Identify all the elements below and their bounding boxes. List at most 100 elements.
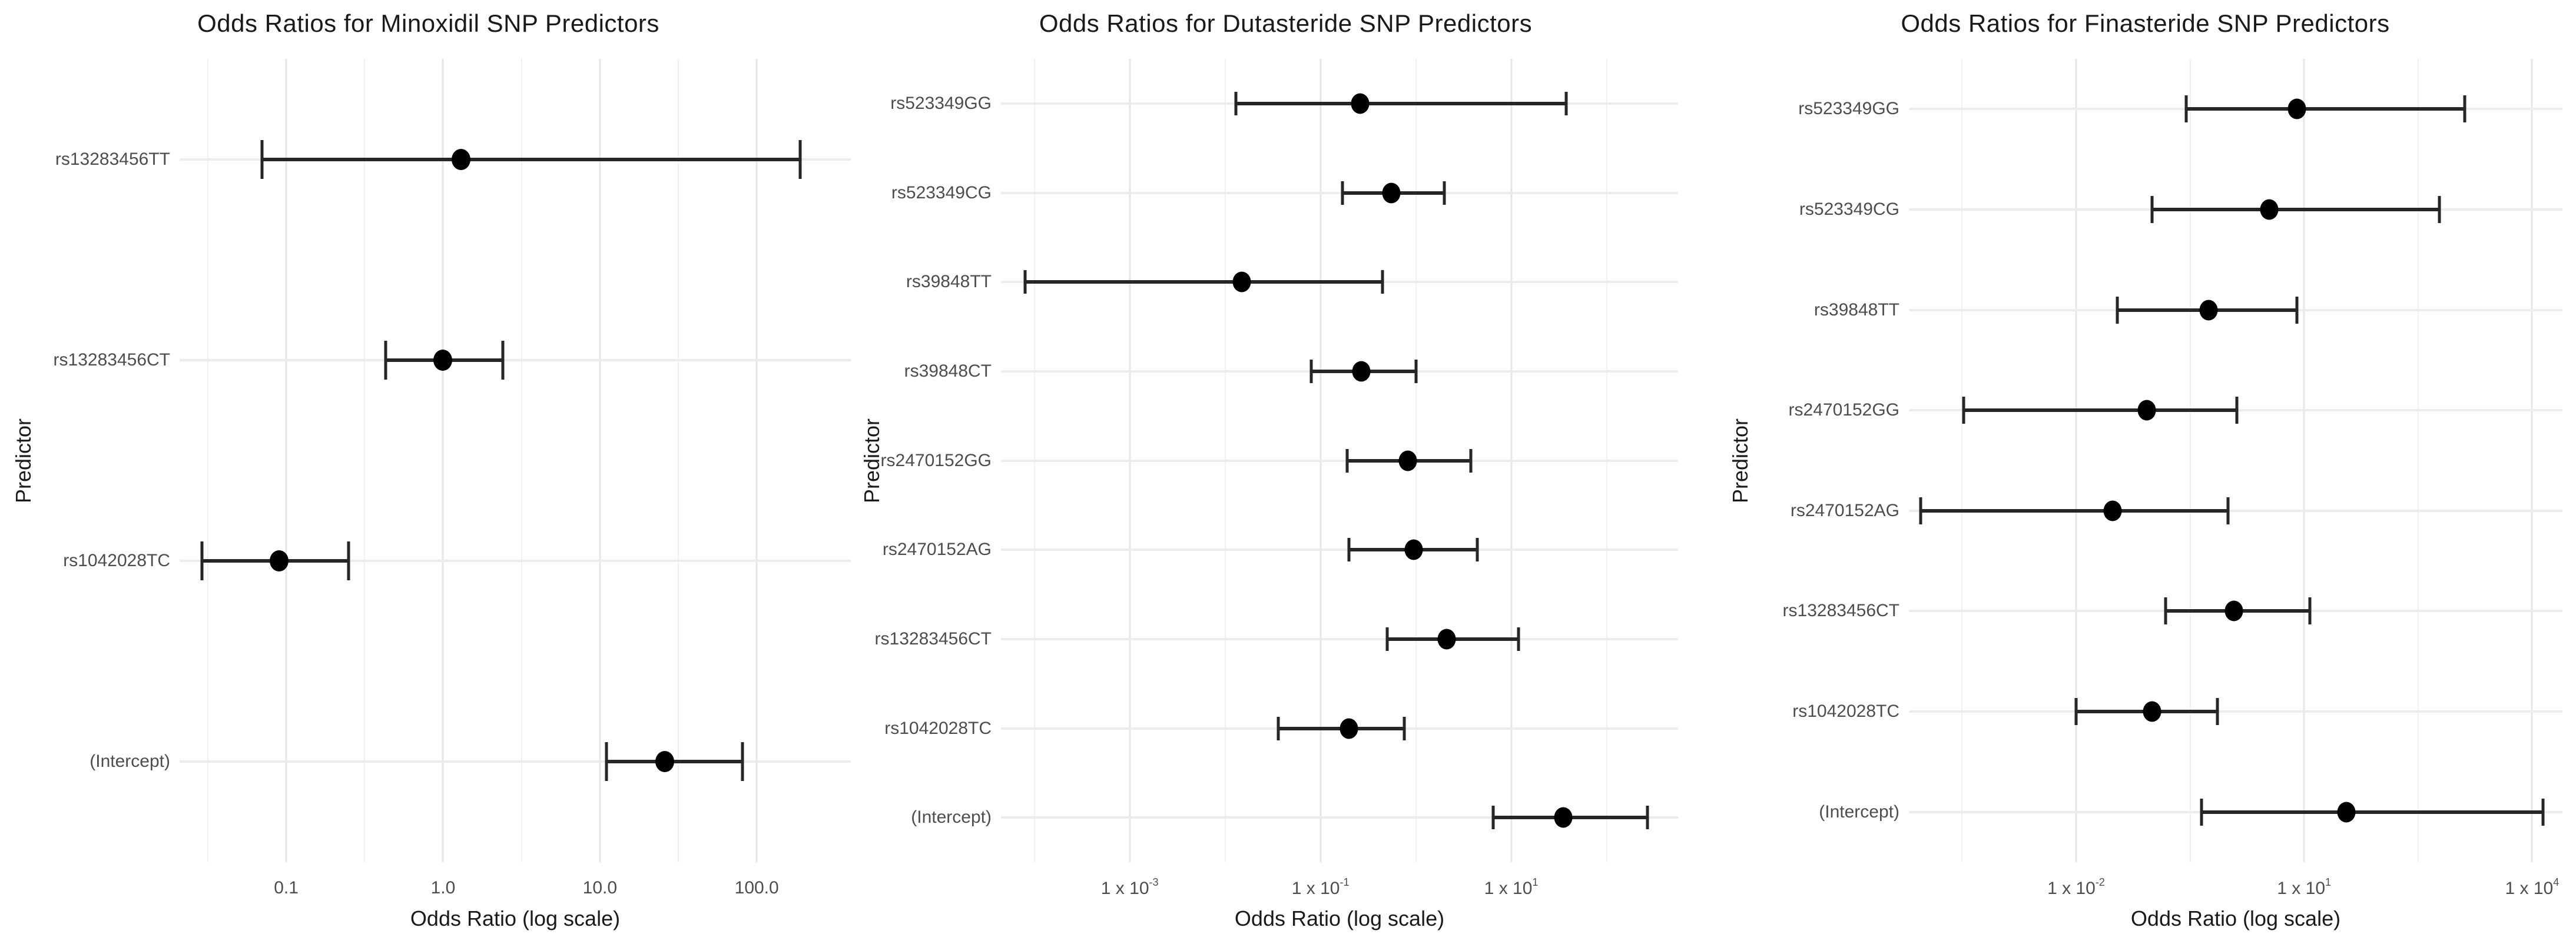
row-label: rs2470152AG [882, 540, 992, 560]
x-tick-exponent: -3 [1149, 876, 1159, 889]
row-label: (Intercept) [911, 807, 992, 827]
plot-title: Odds Ratios for Dutasteride SNP Predicto… [1039, 9, 1533, 37]
ci-cap-low [200, 541, 204, 581]
gridline-vertical-minor [2189, 59, 2191, 862]
ci-cap-high [2438, 195, 2441, 223]
ci-cap-high [347, 541, 350, 581]
row-label: rs13283456CT [874, 629, 992, 649]
x-tick-exponent: 1 [1532, 876, 1539, 889]
ci-cap-low [2200, 798, 2203, 826]
row-reference-line [1001, 816, 1678, 819]
row-label: rs523349CG [1799, 199, 1899, 219]
point-estimate [2337, 802, 2356, 823]
panel-minoxidil: Odds Ratios for Minoxidil SNP Predictors… [0, 0, 857, 944]
plot-area [180, 59, 851, 862]
ci-cap-high [2541, 798, 2545, 826]
ci-cap-low [1345, 448, 1349, 473]
error-bar [2152, 207, 2439, 211]
gridline-vertical-minor [2417, 59, 2419, 862]
point-estimate [1437, 629, 1456, 650]
x-tick-mantissa: 1 x 10 [2277, 879, 2326, 898]
ci-cap-low [1277, 716, 1280, 740]
point-estimate [2103, 500, 2122, 521]
row-label: rs39848CT [904, 361, 992, 381]
point-estimate [1398, 450, 1417, 471]
row-label: rs2470152GG [880, 450, 992, 470]
ci-cap-high [2226, 497, 2230, 524]
error-bar [2202, 810, 2544, 814]
ci-cap-high [2216, 698, 2219, 726]
ci-cap-low [260, 139, 264, 179]
ci-cap-low [1919, 497, 1922, 524]
point-estimate [2224, 600, 2243, 621]
gridline-vertical-minor [1961, 59, 1963, 862]
error-bar [1920, 508, 2229, 513]
row-label: rs13283456CT [53, 350, 170, 370]
ci-cap-high [2308, 597, 2312, 625]
x-axis-title: Odds Ratio (log scale) [410, 906, 621, 930]
ci-cap-low [1385, 627, 1389, 651]
ci-cap-high [2463, 95, 2466, 123]
row-reference-line [1909, 509, 2562, 512]
x-tick-label: 1 x 104 [2505, 876, 2559, 899]
row-label: rs13283456CT [1782, 601, 1899, 621]
plot-area [1001, 59, 1678, 862]
x-tick-mantissa: 1 x 10 [1484, 879, 1533, 898]
row-reference-line [1001, 191, 1678, 194]
ci-cap-high [2235, 397, 2239, 424]
row-label: (Intercept) [1819, 802, 1899, 822]
ci-cap-high [1646, 806, 1649, 830]
point-estimate [1404, 539, 1423, 560]
x-tick-exponent: 1 [2325, 876, 2332, 889]
point-estimate [2137, 400, 2156, 421]
ci-cap-low [1341, 181, 1344, 205]
point-estimate [2260, 199, 2279, 220]
gridline-vertical-major [285, 59, 287, 862]
ci-cap-low [1491, 806, 1495, 830]
ci-cap-high [798, 139, 802, 179]
point-estimate [2199, 300, 2218, 321]
gridline-vertical-major [442, 59, 444, 862]
x-tick-mantissa: 10.0 [582, 878, 618, 898]
ci-cap-low [2184, 95, 2188, 123]
x-tick-mantissa: 1 x 10 [1100, 879, 1149, 898]
ci-cap-high [1403, 716, 1406, 740]
ci-cap-high [1381, 270, 1384, 294]
ci-cap-high [1564, 91, 1568, 115]
row-reference-line [1909, 710, 2562, 713]
row-label: rs13283456TT [55, 149, 170, 169]
x-tick-label: 1 x 10-3 [1100, 876, 1159, 899]
ci-cap-low [1347, 538, 1351, 562]
row-label: rs2470152AG [1790, 500, 1899, 520]
plot-title: Odds Ratios for Finasteride SNP Predicto… [1901, 9, 2390, 37]
row-reference-line [1001, 637, 1678, 640]
row-label: rs1042028TC [63, 551, 170, 571]
x-tick-label: 1.0 [431, 878, 456, 898]
error-bar [1963, 408, 2237, 413]
ci-cap-low [384, 340, 387, 380]
point-estimate [1382, 182, 1401, 203]
x-tick-mantissa: 1 x 10 [2505, 879, 2554, 898]
ci-cap-high [501, 340, 505, 380]
x-tick-mantissa: 1 x 10 [1291, 879, 1340, 898]
panel-finasteride: Odds Ratios for Finasteride SNP Predicto… [1715, 0, 2576, 944]
x-tick-label: 10.0 [583, 878, 617, 898]
point-estimate [1352, 361, 1371, 382]
gridline-vertical-major [2303, 59, 2305, 862]
plot-title: Odds Ratios for Minoxidil SNP Predictors [197, 9, 659, 37]
gridline-vertical-minor [207, 59, 208, 862]
error-bar [1236, 101, 1567, 105]
row-reference-line [1001, 549, 1678, 551]
row-reference-line [1001, 459, 1678, 462]
ci-cap-high [1414, 359, 1418, 383]
x-tick-label: 1 x 10-1 [1291, 876, 1350, 899]
x-tick-exponent: -1 [1340, 876, 1350, 889]
ci-cap-low [2074, 698, 2078, 726]
gridline-vertical-major [2531, 59, 2533, 862]
panel-dutasteride: Odds Ratios for Dutasteride SNP Predicto… [857, 0, 1715, 944]
point-estimate [1340, 718, 1358, 739]
ci-cap-high [1517, 627, 1520, 651]
y-axis-title: Predictor [1728, 418, 1752, 503]
point-estimate [451, 148, 470, 170]
